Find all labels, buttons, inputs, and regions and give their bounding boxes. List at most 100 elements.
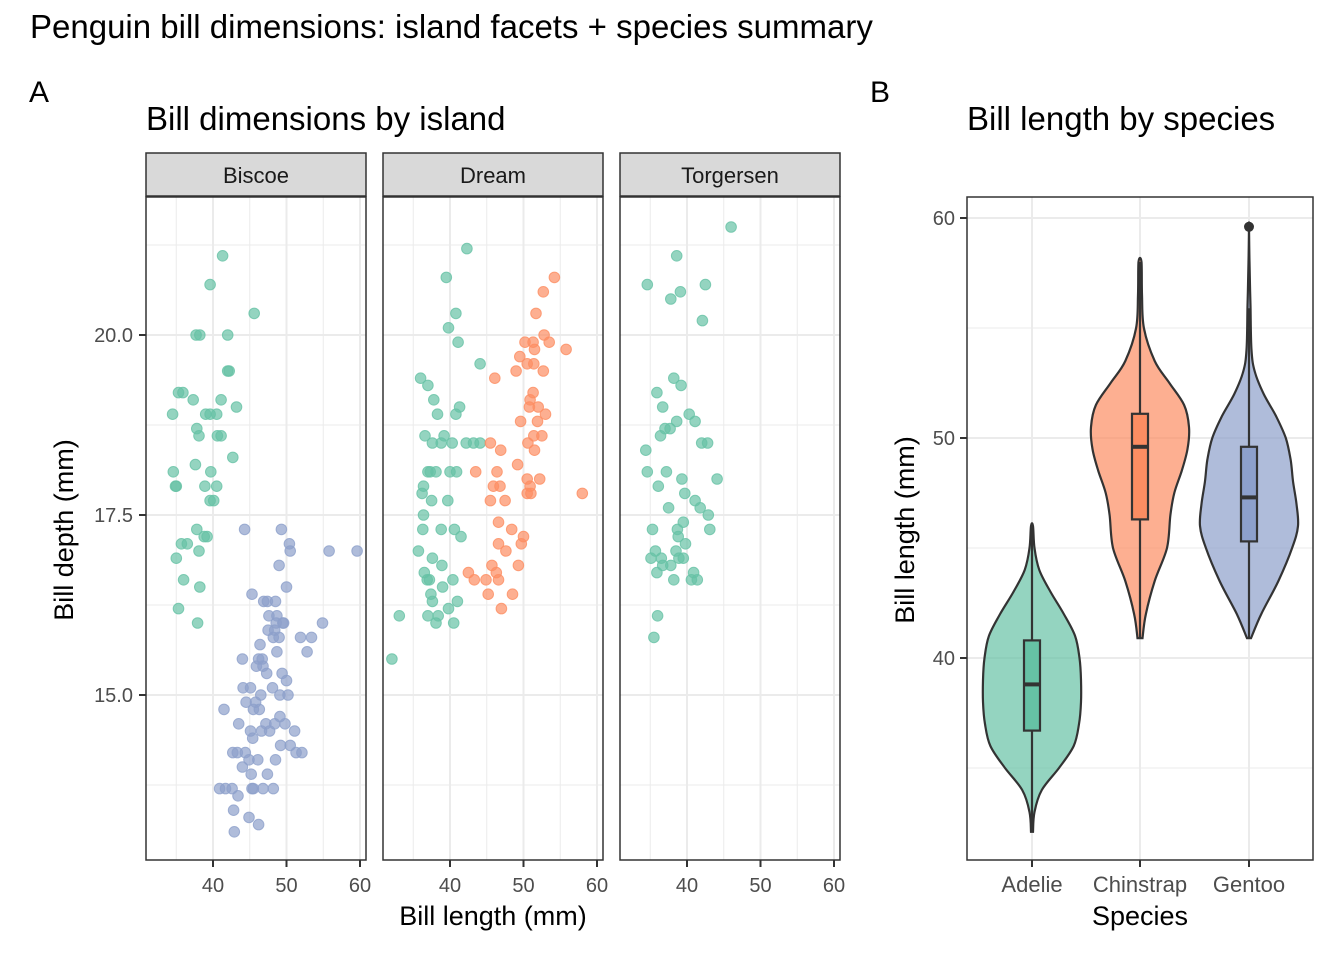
data-point <box>645 552 657 565</box>
x-tick-label: Chinstrap <box>1093 872 1187 897</box>
data-point <box>199 480 211 493</box>
data-point <box>450 307 462 320</box>
data-point <box>492 538 505 550</box>
data-point <box>246 588 258 601</box>
data-point <box>492 516 505 529</box>
data-point <box>284 545 297 557</box>
data-point <box>228 826 241 838</box>
data-point <box>210 480 223 493</box>
data-point <box>274 739 287 752</box>
x-tick-label: 40 <box>202 875 224 897</box>
scatter-x-label: Bill length (mm) <box>399 901 587 931</box>
x-tick-label: 60 <box>586 875 608 897</box>
data-point <box>244 725 257 737</box>
facet-strip <box>619 152 841 197</box>
data-point <box>270 617 283 629</box>
data-point <box>170 552 183 565</box>
data-point <box>316 617 329 629</box>
scatter-y-label: Bill depth (mm) <box>49 439 79 621</box>
data-point <box>218 703 230 716</box>
data-point <box>474 358 486 370</box>
data-point <box>480 574 492 586</box>
panel-border <box>382 196 604 861</box>
y-tick-label: 15.0 <box>94 685 133 707</box>
data-point <box>659 422 671 435</box>
data-point <box>499 494 511 507</box>
data-point <box>640 444 652 457</box>
data-point <box>257 595 270 608</box>
data-point <box>675 379 687 392</box>
data-point <box>236 653 249 665</box>
x-tick-label: Gentoo <box>1213 872 1285 897</box>
data-point <box>495 602 508 615</box>
data-point <box>462 566 475 579</box>
data-point <box>665 293 677 305</box>
scatter-y-axis: 15.0 17.5 20.0 <box>94 325 146 707</box>
data-point <box>271 646 283 658</box>
panel-tag-b: B <box>870 76 890 109</box>
violin-adelie <box>981 522 1083 833</box>
facet-dream: Dream 40 50 60 <box>382 152 608 897</box>
data-point <box>280 581 293 593</box>
data-point <box>442 602 455 615</box>
data-point <box>247 782 260 795</box>
data-point <box>194 581 206 593</box>
data-point <box>419 430 431 442</box>
data-point <box>172 602 185 615</box>
data-point <box>187 394 199 406</box>
data-point <box>537 365 550 377</box>
data-point <box>528 343 541 356</box>
data-point <box>177 574 190 586</box>
data-point <box>204 278 216 291</box>
data-point <box>560 343 572 356</box>
data-point <box>523 401 536 413</box>
data-point <box>193 545 205 557</box>
data-point <box>426 552 439 565</box>
figure-title: Penguin bill dimensions: island facets +… <box>30 8 873 45</box>
violin-title: Bill length by species <box>967 100 1275 137</box>
data-point <box>323 545 335 557</box>
box-iqr <box>1239 445 1259 543</box>
outlier-point <box>1244 221 1254 232</box>
data-point <box>436 581 449 593</box>
data-point <box>425 588 437 601</box>
data-point <box>668 574 680 586</box>
data-point <box>232 718 245 730</box>
data-point <box>181 538 194 550</box>
data-point <box>207 494 220 507</box>
data-point <box>442 322 455 334</box>
data-point <box>662 502 675 514</box>
y-tick-label: 40 <box>933 648 955 670</box>
series-adelie <box>386 242 486 665</box>
y-tick-label: 20.0 <box>94 325 133 347</box>
data-point <box>386 653 398 665</box>
data-point <box>447 617 460 629</box>
violin-chinstrap <box>1089 256 1191 640</box>
data-point <box>257 782 269 795</box>
data-point <box>194 329 206 341</box>
data-point <box>701 437 714 449</box>
data-point <box>699 278 712 291</box>
data-point <box>227 804 240 817</box>
data-point <box>436 559 448 572</box>
data-point <box>506 588 519 601</box>
data-point <box>450 466 463 478</box>
y-tick-label: 50 <box>933 428 955 450</box>
data-point <box>641 278 654 291</box>
data-point <box>702 509 715 521</box>
data-point <box>438 430 450 442</box>
data-point <box>221 329 234 341</box>
data-point <box>651 386 663 399</box>
data-point <box>243 811 255 824</box>
data-point <box>548 271 561 284</box>
data-point <box>672 530 685 543</box>
data-point <box>711 473 723 485</box>
data-point <box>166 408 179 421</box>
data-point <box>216 250 229 262</box>
x-tick-label: Adelie <box>1001 872 1062 897</box>
data-point <box>461 242 473 255</box>
panel-border <box>145 196 367 861</box>
data-point <box>191 617 204 629</box>
data-point <box>282 689 294 701</box>
